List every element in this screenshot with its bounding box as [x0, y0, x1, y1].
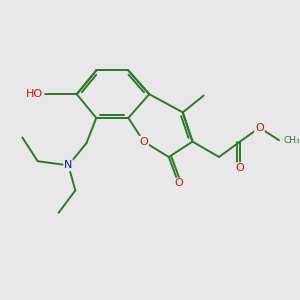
Text: O: O [236, 163, 244, 173]
Text: HO: HO [26, 89, 43, 99]
Text: O: O [139, 136, 148, 147]
Text: O: O [255, 123, 264, 133]
Text: CH₃: CH₃ [283, 136, 300, 145]
Text: N: N [64, 160, 73, 170]
Text: O: O [174, 178, 183, 188]
